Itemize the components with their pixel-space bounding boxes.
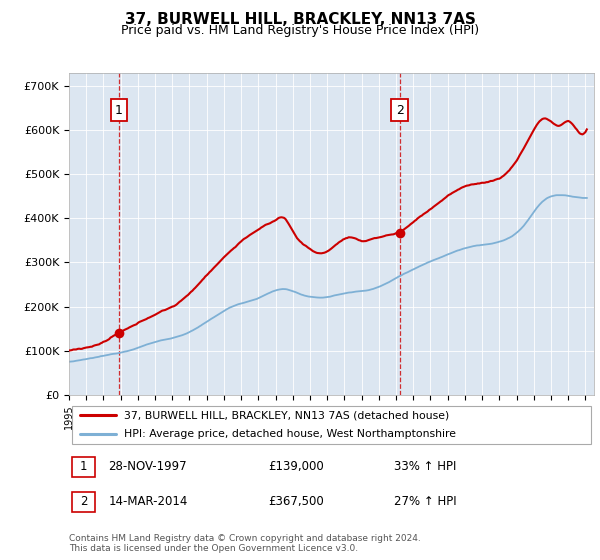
Text: Contains HM Land Registry data © Crown copyright and database right 2024.
This d: Contains HM Land Registry data © Crown c… [69,534,421,553]
Text: 37, BURWELL HILL, BRACKLEY, NN13 7AS: 37, BURWELL HILL, BRACKLEY, NN13 7AS [125,12,475,27]
Text: HPI: Average price, detached house, West Northamptonshire: HPI: Average price, detached house, West… [124,429,456,439]
Text: 37, BURWELL HILL, BRACKLEY, NN13 7AS (detached house): 37, BURWELL HILL, BRACKLEY, NN13 7AS (de… [124,410,449,421]
Text: £139,000: £139,000 [269,460,324,473]
FancyBboxPatch shape [71,492,95,512]
Text: 2: 2 [396,104,404,117]
FancyBboxPatch shape [71,456,95,477]
Text: £367,500: £367,500 [269,495,324,508]
Text: Price paid vs. HM Land Registry's House Price Index (HPI): Price paid vs. HM Land Registry's House … [121,24,479,37]
Text: 33% ↑ HPI: 33% ↑ HPI [395,460,457,473]
Text: 1: 1 [80,460,88,473]
FancyBboxPatch shape [71,407,592,444]
Text: 14-MAR-2014: 14-MAR-2014 [109,495,188,508]
Text: 27% ↑ HPI: 27% ↑ HPI [395,495,457,508]
Text: 1: 1 [115,104,123,117]
Text: 2: 2 [80,495,88,508]
Text: 28-NOV-1997: 28-NOV-1997 [109,460,187,473]
